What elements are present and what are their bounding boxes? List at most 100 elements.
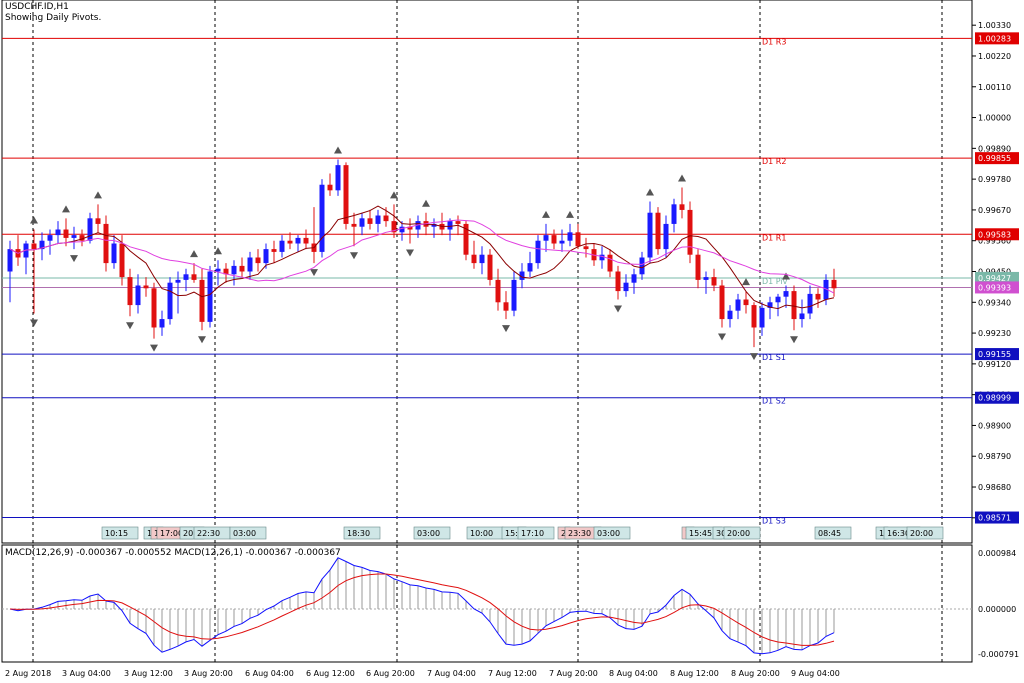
- macd-main-line: [9, 557, 835, 655]
- candle-body: [663, 223, 669, 250]
- candle-body: [759, 307, 765, 328]
- candle-body: [831, 279, 837, 289]
- candle-body: [47, 235, 53, 241]
- fractal-down-marker: [614, 305, 622, 313]
- fractal-up-marker: [190, 250, 198, 258]
- event-flag-label: 10:15: [105, 529, 128, 538]
- ma-fast-line: [9, 205, 835, 310]
- event-flag: [593, 526, 631, 540]
- price-tick-label: 0.99340: [978, 298, 1011, 307]
- event-flag-label: 20:00: [727, 529, 750, 538]
- event-flag-label: 08:45: [818, 529, 841, 538]
- candle-body: [519, 271, 525, 280]
- event-flag-label: 18:30: [347, 529, 370, 538]
- candle-body: [383, 215, 389, 222]
- event-flag-label: 03:00: [597, 529, 620, 538]
- pivot-price-badge: [975, 32, 1019, 45]
- pivot-price-label: 0.99155: [978, 350, 1011, 359]
- fractal-down-marker: [750, 353, 758, 361]
- candle-body: [119, 243, 125, 278]
- candle-body: [223, 268, 229, 275]
- macd-tick-label: 0.000984: [978, 549, 1016, 558]
- candle-body: [79, 235, 85, 241]
- price-tick-label: 1.00000: [978, 114, 1011, 123]
- event-flag-label: 17:10: [521, 529, 544, 538]
- candle-body: [103, 223, 109, 264]
- candle-body: [367, 218, 373, 224]
- fractal-up-marker: [94, 191, 102, 199]
- event-flag-label: 16:30: [887, 529, 910, 538]
- event-flag-label: 20:: [183, 529, 196, 538]
- fractal-up-marker: [678, 174, 686, 182]
- event-flag: [723, 526, 761, 540]
- pivot-price-label: 0.99583: [978, 230, 1011, 239]
- macd-signal-line: [9, 573, 835, 646]
- candle-body: [567, 232, 573, 241]
- time-axis-label: 6 Aug 04:00: [245, 669, 294, 678]
- candle-body: [39, 240, 45, 250]
- candle-body: [431, 223, 437, 227]
- candle-body: [199, 279, 205, 322]
- pivot-price-label: 0.98571: [978, 514, 1011, 523]
- fractal-up-marker: [646, 188, 654, 196]
- candle-body: [7, 249, 13, 272]
- pivot-name-label: D1 Piv: [762, 277, 788, 286]
- candle-body: [183, 274, 189, 280]
- candle-body: [287, 240, 293, 244]
- candle-body: [471, 254, 477, 264]
- fractal-up-marker: [542, 210, 550, 218]
- candle-body: [95, 218, 101, 224]
- candle-body: [695, 254, 701, 280]
- event-flag-label: 03:00: [417, 529, 440, 538]
- price-tick-label: 1.00330: [978, 21, 1011, 30]
- price-tick-label: 0.98790: [978, 452, 1011, 461]
- candle-body: [63, 229, 69, 238]
- price-tick-label: 0.99120: [978, 360, 1011, 369]
- candle-body: [191, 274, 197, 280]
- time-axis-label: 6 Aug 20:00: [366, 669, 415, 678]
- candle-body: [599, 254, 605, 261]
- event-flag-label: 1: [154, 529, 159, 538]
- time-axis-label: 7 Aug 12:00: [488, 669, 537, 678]
- candle-body: [87, 218, 93, 241]
- price-tick-label: 0.98900: [978, 421, 1011, 430]
- event-flag: [814, 526, 852, 540]
- candle-body: [31, 243, 37, 250]
- event-flag-label: 23:30: [568, 529, 591, 538]
- event-flag: [101, 526, 139, 540]
- time-axis-label: 8 Aug 04:00: [609, 669, 658, 678]
- fractal-down-marker: [502, 325, 510, 333]
- candle-body: [799, 313, 805, 320]
- candle-body: [151, 288, 157, 328]
- fractal-up-marker: [390, 191, 398, 199]
- candle-body: [575, 232, 581, 247]
- candle-body: [239, 265, 245, 272]
- event-flag-label: 15:45: [689, 529, 712, 538]
- candle-body: [247, 257, 253, 272]
- candle-body: [647, 212, 653, 258]
- candle-body: [807, 293, 813, 314]
- time-axis-label: 8 Aug 12:00: [670, 669, 719, 678]
- candle-body: [815, 293, 821, 300]
- fractal-down-marker: [70, 255, 78, 263]
- event-flag-label: 22:30: [197, 529, 220, 538]
- candle-body: [767, 302, 773, 308]
- event-flag: [517, 526, 555, 540]
- candle-body: [455, 221, 461, 224]
- candle-body: [639, 257, 645, 275]
- candle-body: [671, 204, 677, 224]
- pivot-price-badge: [975, 228, 1019, 241]
- candle-body: [615, 271, 621, 292]
- pivot-name-label: D1 R1: [762, 233, 786, 242]
- ma-slow-line: [9, 219, 835, 294]
- time-axis-label: 9 Aug 04:00: [791, 669, 840, 678]
- fractal-down-marker: [30, 319, 38, 327]
- pivot-name-label: D1 S2: [762, 397, 786, 406]
- time-axis-label: 7 Aug 20:00: [549, 669, 598, 678]
- candle-body: [823, 279, 829, 300]
- pivot-name-label: D1 S1: [762, 353, 786, 362]
- candle-body: [391, 221, 397, 233]
- candle-body: [607, 254, 613, 272]
- candle-body: [783, 291, 789, 297]
